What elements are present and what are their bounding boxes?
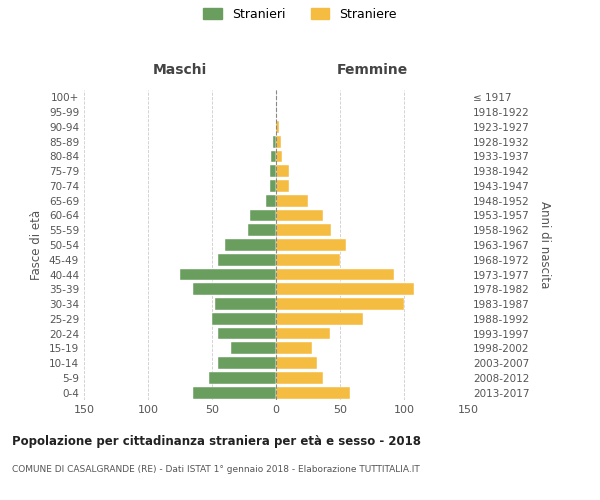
Text: Femmine: Femmine [337, 64, 407, 78]
Bar [276, 328, 330, 340]
Bar [231, 342, 276, 354]
Bar [276, 121, 278, 133]
Bar [250, 210, 276, 222]
Bar [193, 284, 276, 295]
Bar [266, 195, 276, 206]
Bar [276, 284, 414, 295]
Bar [276, 357, 317, 369]
Y-axis label: Fasce di età: Fasce di età [31, 210, 43, 280]
Text: Maschi: Maschi [153, 64, 207, 78]
Bar [271, 150, 276, 162]
Bar [276, 342, 312, 354]
Bar [276, 166, 289, 177]
Bar [215, 298, 276, 310]
Text: Popolazione per cittadinanza straniera per età e sesso - 2018: Popolazione per cittadinanza straniera p… [12, 435, 421, 448]
Bar [269, 166, 276, 177]
Bar [276, 195, 308, 206]
Bar [218, 357, 276, 369]
Bar [276, 313, 363, 324]
Bar [276, 136, 281, 147]
Bar [218, 328, 276, 340]
Legend: Stranieri, Straniere: Stranieri, Straniere [198, 2, 402, 26]
Text: COMUNE DI CASALGRANDE (RE) - Dati ISTAT 1° gennaio 2018 - Elaborazione TUTTITALI: COMUNE DI CASALGRANDE (RE) - Dati ISTAT … [12, 465, 420, 474]
Bar [276, 239, 346, 251]
Bar [276, 268, 394, 280]
Bar [276, 254, 340, 266]
Bar [209, 372, 276, 384]
Bar [276, 386, 350, 398]
Bar [276, 224, 331, 236]
Bar [276, 180, 289, 192]
Bar [218, 254, 276, 266]
Bar [193, 386, 276, 398]
Bar [276, 210, 323, 222]
Bar [276, 372, 323, 384]
Bar [274, 136, 276, 147]
Bar [225, 239, 276, 251]
Bar [212, 313, 276, 324]
Bar [276, 150, 283, 162]
Bar [248, 224, 276, 236]
Bar [180, 268, 276, 280]
Bar [276, 298, 404, 310]
Y-axis label: Anni di nascita: Anni di nascita [538, 202, 551, 288]
Bar [269, 180, 276, 192]
